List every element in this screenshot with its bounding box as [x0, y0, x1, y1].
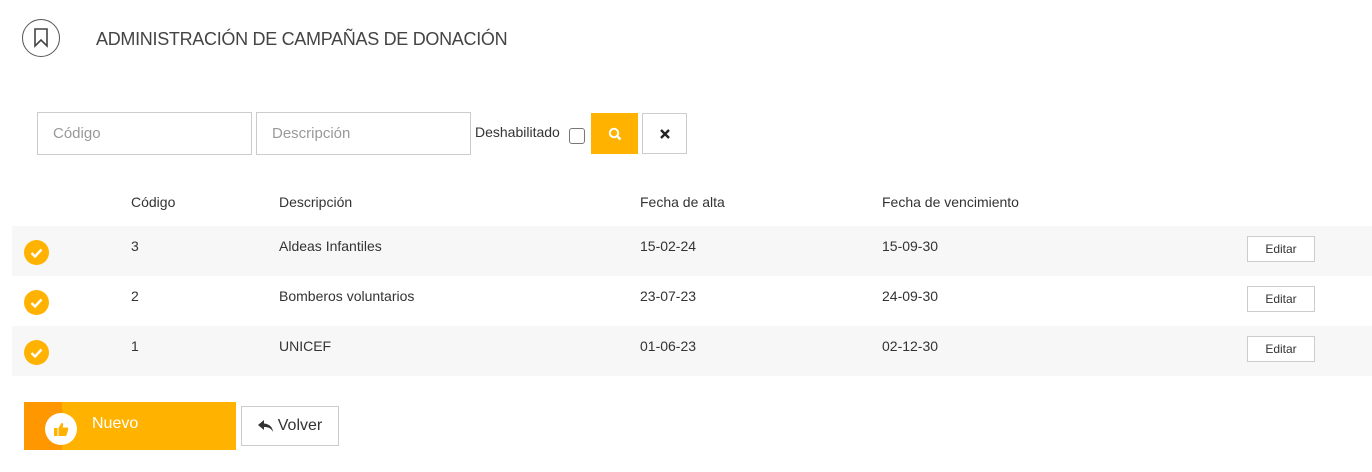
edit-button[interactable]: Editar: [1247, 336, 1315, 362]
table-row: 3 Aldeas Infantiles 15-02-24 15-09-30 Ed…: [12, 226, 1372, 276]
edit-button[interactable]: Editar: [1247, 286, 1315, 312]
cell-fecha-vencimiento: 24-09-30: [882, 288, 939, 304]
cell-fecha-vencimiento: 15-09-30: [882, 238, 939, 254]
codigo-input[interactable]: [37, 112, 252, 155]
check-circle-icon: [24, 340, 49, 365]
nuevo-button[interactable]: Nuevo: [24, 402, 236, 450]
clear-button[interactable]: [642, 113, 687, 154]
column-header-fecha-vencimiento: Fecha de vencimiento: [882, 194, 1019, 210]
cell-codigo: 3: [131, 238, 139, 254]
cell-fecha-vencimiento: 02-12-30: [882, 338, 939, 354]
cell-descripcion: Bomberos voluntarios: [279, 288, 415, 304]
volver-button[interactable]: Volver: [241, 406, 339, 446]
check-circle-icon: [24, 290, 49, 315]
column-header-fecha-alta: Fecha de alta: [640, 194, 725, 210]
search-icon: [608, 127, 621, 140]
cell-fecha-alta: 23-07-23: [640, 288, 697, 304]
cell-codigo: 1: [131, 338, 139, 354]
nuevo-label: Nuevo: [92, 415, 139, 432]
close-icon: [659, 128, 670, 139]
reply-icon: [257, 419, 273, 432]
column-header-descripcion: Descripción: [279, 194, 353, 210]
deshabilitado-label: Deshabilitado: [475, 124, 560, 140]
thumbs-up-icon: [45, 413, 77, 445]
edit-button[interactable]: Editar: [1247, 236, 1315, 262]
cell-codigo: 2: [131, 288, 139, 304]
page-title: ADMINISTRACIÓN DE CAMPAÑAS DE DONACIÓN: [96, 29, 508, 49]
bookmark-icon: [22, 19, 60, 57]
table-row: 1 UNICEF 01-06-23 02-12-30 Editar: [12, 326, 1372, 376]
search-button[interactable]: [591, 113, 638, 154]
cell-descripcion: UNICEF: [279, 338, 332, 354]
cell-descripcion: Aldeas Infantiles: [279, 238, 382, 254]
table-row: 2 Bomberos voluntarios 23-07-23 24-09-30…: [12, 276, 1372, 326]
cell-fecha-alta: 01-06-23: [640, 338, 697, 354]
deshabilitado-checkbox[interactable]: [569, 128, 585, 144]
column-header-codigo: Código: [131, 194, 176, 210]
check-circle-icon: [24, 240, 49, 265]
cell-fecha-alta: 15-02-24: [640, 238, 697, 254]
volver-label: Volver: [277, 417, 323, 434]
descripcion-input[interactable]: [256, 112, 471, 155]
